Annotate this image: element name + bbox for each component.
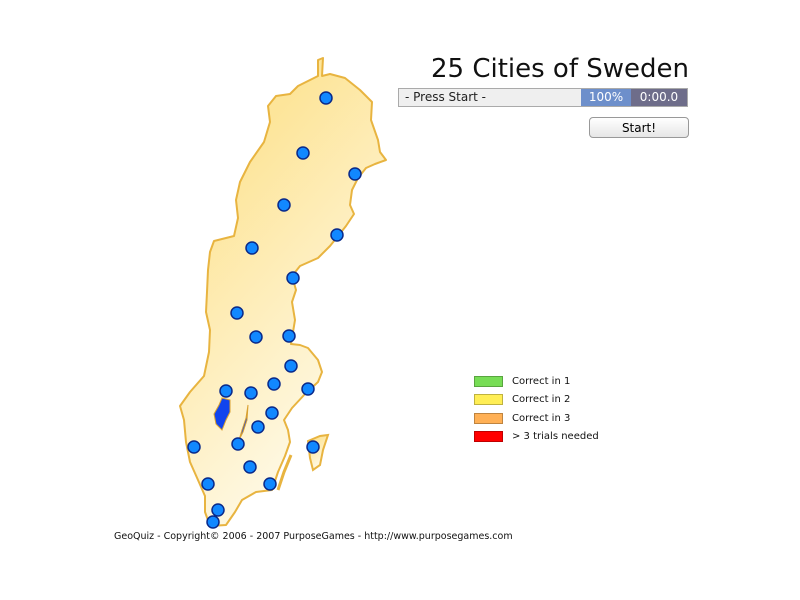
legend-item: > 3 trials needed	[474, 428, 599, 447]
city-marker[interactable]	[267, 377, 281, 391]
city-markers[interactable]	[187, 91, 362, 529]
city-marker[interactable]	[201, 477, 215, 491]
quiz-title: 25 Cities of Sweden	[430, 54, 689, 84]
legend-item: Correct in 2	[474, 391, 599, 410]
city-marker[interactable]	[319, 91, 333, 105]
city-marker[interactable]	[244, 386, 258, 400]
city-marker[interactable]	[230, 306, 244, 320]
city-marker[interactable]	[282, 329, 296, 343]
city-marker[interactable]	[263, 477, 277, 491]
city-marker[interactable]	[265, 406, 279, 420]
city-marker[interactable]	[211, 503, 225, 517]
city-marker[interactable]	[243, 460, 257, 474]
progress-percent: 100%	[581, 89, 631, 106]
legend-label: > 3 trials needed	[512, 431, 599, 443]
lake-vanern	[213, 397, 231, 431]
legend: Correct in 1 Correct in 2 Correct in 3 >…	[474, 372, 599, 446]
legend-swatch	[474, 412, 503, 424]
city-marker[interactable]	[187, 440, 201, 454]
sweden-mainland	[179, 57, 387, 527]
status-bar: - Press Start - 100% 0:00.0	[398, 88, 688, 107]
legend-label: Correct in 3	[512, 412, 571, 424]
legend-item: Correct in 3	[474, 409, 599, 428]
city-marker[interactable]	[251, 420, 265, 434]
city-marker[interactable]	[348, 167, 362, 181]
city-marker[interactable]	[231, 437, 245, 451]
legend-swatch	[474, 375, 503, 387]
copyright-footer: GeoQuiz - Copyright© 2006 - 2007 Purpose…	[114, 531, 513, 542]
legend-item: Correct in 1	[474, 372, 599, 391]
timer: 0:00.0	[631, 89, 687, 106]
legend-swatch	[474, 394, 503, 406]
legend-swatch	[474, 431, 503, 443]
city-marker[interactable]	[330, 228, 344, 242]
city-marker[interactable]	[277, 198, 291, 212]
legend-label: Correct in 2	[512, 394, 571, 406]
city-marker[interactable]	[249, 330, 263, 344]
status-text: - Press Start -	[405, 90, 486, 104]
start-button[interactable]: Start!	[589, 117, 689, 138]
city-marker[interactable]	[219, 384, 233, 398]
city-marker[interactable]	[245, 241, 259, 255]
city-marker[interactable]	[306, 440, 320, 454]
city-marker[interactable]	[206, 515, 220, 529]
city-marker[interactable]	[284, 359, 298, 373]
oland-island	[276, 454, 293, 491]
legend-label: Correct in 1	[512, 375, 571, 387]
city-marker[interactable]	[286, 271, 300, 285]
city-marker[interactable]	[296, 146, 310, 160]
city-marker[interactable]	[301, 382, 315, 396]
